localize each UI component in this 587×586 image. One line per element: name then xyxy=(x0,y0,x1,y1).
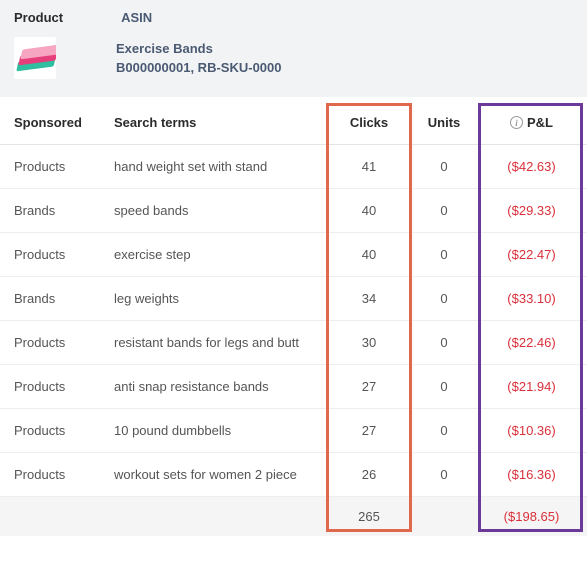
cell-clicks: 27 xyxy=(334,423,404,438)
table-row[interactable]: Productshand weight set with stand410($4… xyxy=(0,145,587,189)
table-header-row: Sponsored Search terms Clicks Units i P&… xyxy=(0,97,587,145)
cell-clicks: 40 xyxy=(334,247,404,262)
cell-sponsored: Products xyxy=(14,335,114,350)
cell-sponsored: Brands xyxy=(14,203,114,218)
cell-pnl: ($22.46) xyxy=(484,335,579,350)
product-codes: B000000001, RB-SKU-0000 xyxy=(116,58,281,78)
cell-search-term: hand weight set with stand xyxy=(114,159,334,174)
table-row[interactable]: Productsresistant bands for legs and but… xyxy=(0,321,587,365)
cell-clicks: 40 xyxy=(334,203,404,218)
cell-pnl: ($42.63) xyxy=(484,159,579,174)
cell-sponsored: Products xyxy=(14,247,114,262)
cell-pnl: ($33.10) xyxy=(484,291,579,306)
cell-sponsored: Products xyxy=(14,379,114,394)
product-column-label: Product xyxy=(14,10,63,25)
cell-search-term: workout sets for women 2 piece xyxy=(114,467,334,482)
cell-units: 0 xyxy=(404,467,484,482)
table-row[interactable]: Productsanti snap resistance bands270($2… xyxy=(0,365,587,409)
total-clicks: 265 xyxy=(334,509,404,524)
cell-search-term: 10 pound dumbbells xyxy=(114,423,334,438)
cell-search-term: leg weights xyxy=(114,291,334,306)
col-search-terms[interactable]: Search terms xyxy=(114,115,334,130)
asin-column-label: ASIN xyxy=(121,10,152,25)
cell-search-term: resistant bands for legs and butt xyxy=(114,335,334,350)
col-units[interactable]: Units xyxy=(404,115,484,130)
cell-units: 0 xyxy=(404,159,484,174)
cell-units: 0 xyxy=(404,423,484,438)
cell-pnl: ($16.36) xyxy=(484,467,579,482)
cell-pnl: ($10.36) xyxy=(484,423,579,438)
cell-clicks: 26 xyxy=(334,467,404,482)
col-pnl-label: P&L xyxy=(527,115,553,130)
cell-clicks: 34 xyxy=(334,291,404,306)
cell-clicks: 27 xyxy=(334,379,404,394)
cell-sponsored: Products xyxy=(14,423,114,438)
table-row[interactable]: Products10 pound dumbbells270($10.36) xyxy=(0,409,587,453)
table-row[interactable]: Brandsspeed bands400($29.33) xyxy=(0,189,587,233)
table-totals-row: 265 ($198.65) xyxy=(0,497,587,536)
total-pnl: ($198.65) xyxy=(484,509,579,524)
col-clicks[interactable]: Clicks xyxy=(334,115,404,130)
product-header: Product ASIN Exercise Bands B000000001, … xyxy=(0,0,587,97)
cell-search-term: speed bands xyxy=(114,203,334,218)
cell-search-term: exercise step xyxy=(114,247,334,262)
col-pnl[interactable]: i P&L xyxy=(484,115,579,130)
cell-units: 0 xyxy=(404,203,484,218)
search-terms-table: Sponsored Search terms Clicks Units i P&… xyxy=(0,97,587,536)
cell-units: 0 xyxy=(404,291,484,306)
table-row[interactable]: Productsworkout sets for women 2 piece26… xyxy=(0,453,587,497)
cell-pnl: ($22.47) xyxy=(484,247,579,262)
col-sponsored[interactable]: Sponsored xyxy=(14,115,114,130)
cell-search-term: anti snap resistance bands xyxy=(114,379,334,394)
cell-pnl: ($21.94) xyxy=(484,379,579,394)
cell-units: 0 xyxy=(404,379,484,394)
table-row[interactable]: Brandsleg weights340($33.10) xyxy=(0,277,587,321)
product-thumbnail[interactable] xyxy=(14,37,56,79)
product-name: Exercise Bands xyxy=(116,39,281,59)
cell-clicks: 41 xyxy=(334,159,404,174)
cell-units: 0 xyxy=(404,335,484,350)
table-row[interactable]: Productsexercise step400($22.47) xyxy=(0,233,587,277)
cell-pnl: ($29.33) xyxy=(484,203,579,218)
cell-units: 0 xyxy=(404,247,484,262)
cell-sponsored: Brands xyxy=(14,291,114,306)
cell-sponsored: Products xyxy=(14,467,114,482)
cell-clicks: 30 xyxy=(334,335,404,350)
cell-sponsored: Products xyxy=(14,159,114,174)
info-icon[interactable]: i xyxy=(510,116,523,129)
